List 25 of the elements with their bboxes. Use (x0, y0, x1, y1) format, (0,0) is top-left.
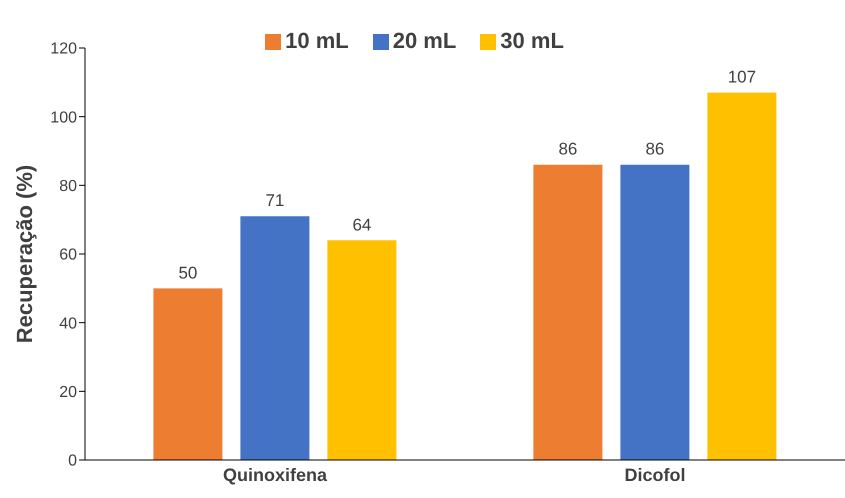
bar (240, 216, 310, 460)
data-label: 86 (645, 140, 664, 159)
data-label: 64 (352, 215, 372, 234)
bar (533, 164, 602, 460)
legend-label: 20 mL (392, 28, 456, 53)
y-axis-title: Recuperação (%) (12, 164, 37, 344)
x-tick-label: Quinoxifena (222, 464, 328, 485)
data-label: 50 (178, 263, 198, 282)
bar (707, 92, 776, 460)
y-tick-label: 40 (59, 315, 78, 332)
y-tick-label: 20 (59, 384, 78, 402)
y-tick-label: 120 (50, 40, 78, 58)
y-tick-label: 100 (50, 109, 78, 126)
data-label: 86 (558, 140, 578, 159)
bar (153, 288, 222, 460)
bar (327, 240, 396, 460)
bar (620, 164, 690, 460)
x-tick-label: Dicofol (624, 464, 686, 485)
y-tick-label: 80 (59, 178, 78, 196)
data-label: 71 (265, 191, 284, 210)
legend-label: 10 mL (285, 28, 349, 53)
data-label: 107 (728, 68, 756, 87)
y-tick-label: 60 (59, 246, 78, 264)
y-tick-label: 0 (68, 452, 78, 470)
legend-label: 30 mL (500, 28, 564, 53)
